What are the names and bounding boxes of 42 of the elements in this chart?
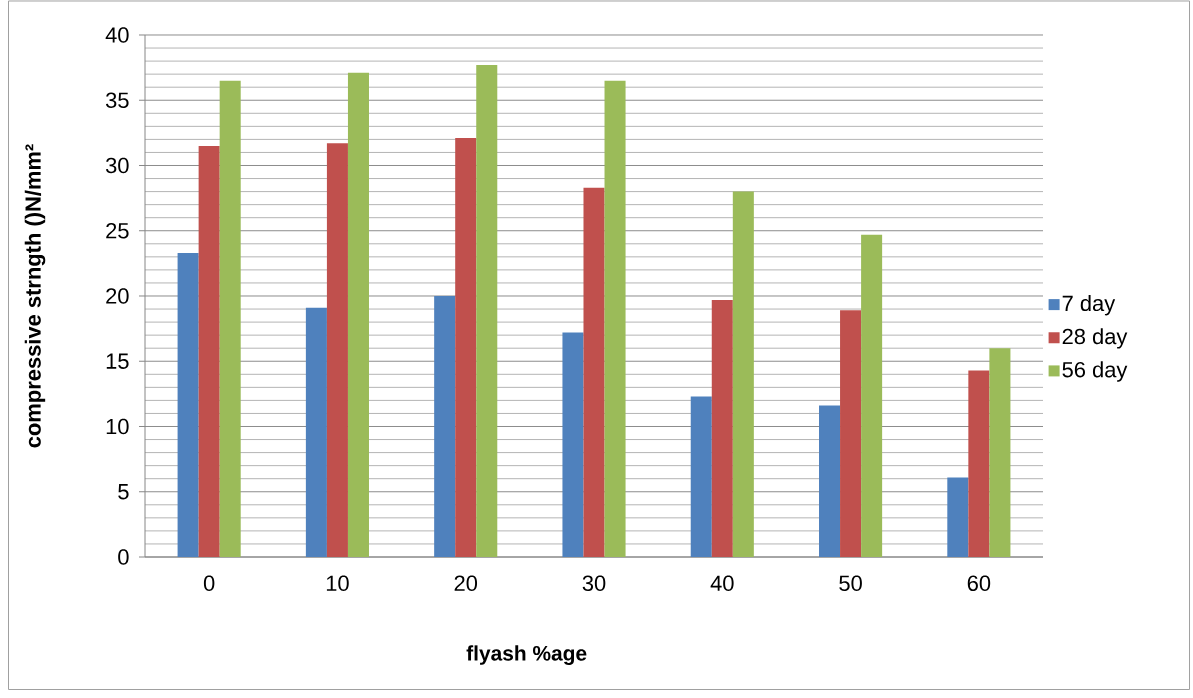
x-tick-label: 30 xyxy=(582,575,606,592)
bar xyxy=(305,307,327,557)
y-tick-label: 10 xyxy=(106,418,129,435)
legend-label: 56 day xyxy=(1062,361,1128,382)
bar xyxy=(583,187,605,557)
bar xyxy=(455,138,477,557)
bar xyxy=(989,348,1011,557)
legend-label: 28 day xyxy=(1062,328,1128,349)
x-tick-label: 0 xyxy=(203,575,215,592)
x-tick-label: 10 xyxy=(326,575,349,592)
bar xyxy=(434,296,456,557)
legend-label: 7 day xyxy=(1062,295,1116,316)
y-tick-label: 0 xyxy=(118,549,129,565)
bar xyxy=(861,234,883,557)
y-tick-label: 30 xyxy=(105,157,129,174)
bar xyxy=(326,143,348,557)
y-tick-label: 20 xyxy=(106,288,129,304)
x-tick-label: 40 xyxy=(710,575,734,592)
y-tick-label: 40 xyxy=(105,27,129,43)
x-tick-label: 20 xyxy=(454,575,478,592)
bar xyxy=(177,252,199,557)
y-tick-label: 25 xyxy=(106,222,129,239)
bar xyxy=(562,332,584,557)
bar xyxy=(604,80,626,557)
bar xyxy=(476,65,498,557)
bar xyxy=(947,477,969,557)
y-tick-label: 35 xyxy=(105,92,129,109)
bar xyxy=(732,191,754,557)
bar xyxy=(219,80,241,557)
y-axis-title: compressive strngth ()N/mm² xyxy=(24,144,46,448)
bar xyxy=(840,310,862,557)
bar xyxy=(968,370,990,557)
bar xyxy=(690,396,712,557)
bar xyxy=(347,72,369,557)
bar xyxy=(819,405,841,557)
x-axis-title: flyash %age xyxy=(466,645,587,665)
bar xyxy=(711,299,733,557)
y-tick-label: 5 xyxy=(118,484,129,500)
y-tick-label: 15 xyxy=(106,353,129,369)
x-tick-label: 50 xyxy=(839,575,862,592)
x-tick-label: 60 xyxy=(967,575,991,592)
bar xyxy=(198,145,220,557)
